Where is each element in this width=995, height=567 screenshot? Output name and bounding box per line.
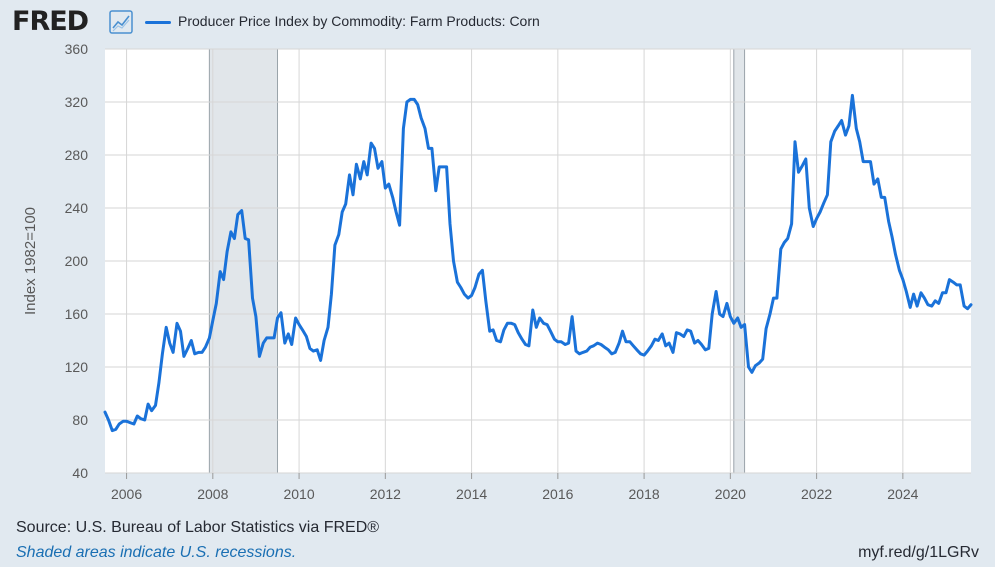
x-tick-label: 2016: [542, 486, 573, 502]
x-tick-label: 2022: [801, 486, 832, 502]
x-tick-label: 2010: [283, 486, 314, 502]
y-tick-label: 320: [65, 94, 89, 110]
chart-line-icon: [109, 10, 133, 34]
x-tick-label: 2014: [456, 486, 487, 502]
x-tick-label: 2012: [370, 486, 401, 502]
source-text: Source: U.S. Bureau of Labor Statistics …: [16, 519, 380, 536]
y-tick-label: 120: [65, 359, 89, 375]
y-tick-label: 360: [65, 41, 89, 57]
x-tick-label: 2008: [197, 486, 228, 502]
chart-header: FRED Producer Price Index by Commodity: …: [0, 0, 995, 44]
y-tick-label: 280: [65, 147, 89, 163]
y-tick-label: 240: [65, 200, 89, 216]
x-tick-label: 2006: [111, 486, 142, 502]
y-axis-title: Index 1982=100: [22, 207, 39, 315]
x-tick-label: 2024: [887, 486, 918, 502]
y-tick-label: 40: [72, 465, 88, 481]
x-tick-label: 2018: [629, 486, 660, 502]
y-tick-label: 160: [65, 306, 89, 322]
line-chart: 40 80 120 160 200 240 280 320 360 2006 2008 2010 201…: [22, 41, 973, 502]
series-line: [103, 93, 973, 433]
short-url[interactable]: myf.red/g/1LGRv: [858, 544, 979, 561]
x-tick-label: 2020: [715, 486, 746, 502]
y-tick-label: 80: [72, 412, 88, 428]
legend-series-label: Producer Price Index by Commodity: Farm …: [178, 13, 540, 29]
recession-note: Shaded areas indicate U.S. recessions.: [16, 544, 297, 561]
y-tick-label: 200: [65, 253, 89, 269]
fred-logo[interactable]: FRED: [12, 6, 89, 37]
legend-swatch: [145, 21, 171, 24]
